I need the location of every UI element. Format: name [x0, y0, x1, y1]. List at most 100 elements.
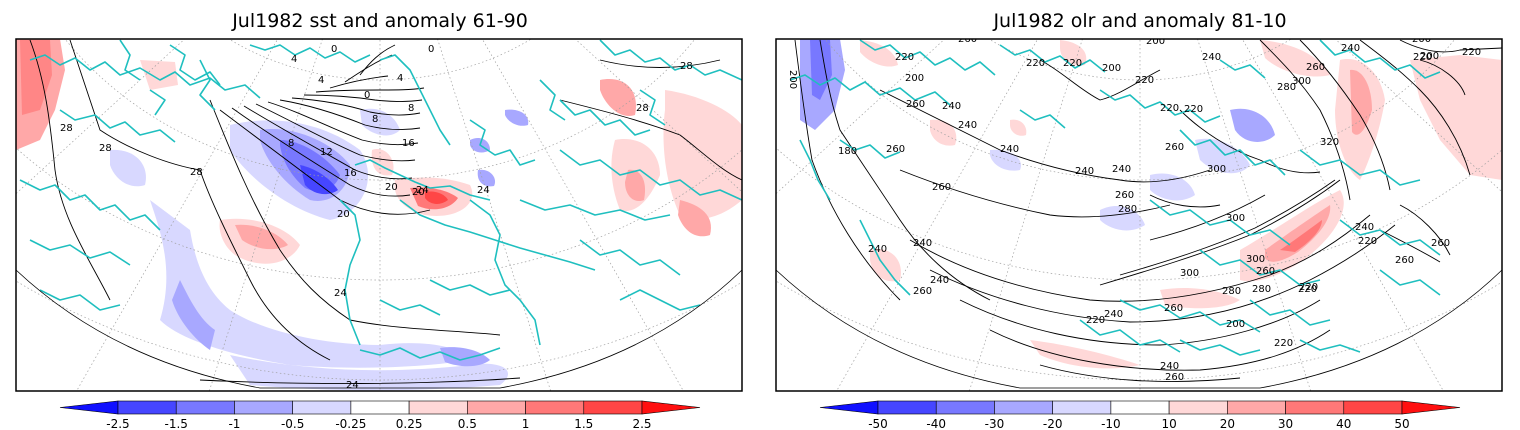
olr-contours — [794, 39, 1502, 382]
colorbar-tick-label: 0.25 — [396, 417, 423, 430]
contour-label: 8 — [372, 114, 378, 125]
contour-label: 320 — [1320, 137, 1339, 148]
contour-label: 20 — [412, 187, 425, 198]
contour-label: 220 — [1274, 338, 1293, 349]
colorbar-tick-label: -2.5 — [106, 417, 129, 430]
contour-label: 0 — [364, 90, 370, 101]
contour-label: 260 — [932, 182, 951, 193]
colorbar-segment — [1168, 400, 1228, 415]
colorbar-segment — [175, 400, 235, 415]
contour-label: 260 — [1395, 255, 1414, 266]
sst-panel-title: Jul1982 sst and anomaly 61-90 — [231, 10, 528, 32]
sst-colorbar: -2.5 -1.5 -1 -0.5 -0.25 0.25 0.5 1 1.5 2.5 — [59, 400, 701, 430]
colorbar-segment — [1285, 400, 1345, 415]
colorbar-tick-label: 40 — [1336, 417, 1351, 430]
olr-frame — [775, 38, 1503, 392]
contour-label: 16 — [402, 138, 415, 149]
olr-coastlines — [789, 39, 1441, 356]
contour-label: 220 — [1160, 103, 1179, 114]
contour-label: 4 — [318, 75, 324, 86]
contour-label: 240 — [1341, 43, 1360, 54]
colorbar-segment — [525, 400, 585, 415]
contour-label: 24 — [334, 288, 347, 299]
contour-label: 260 — [913, 286, 932, 297]
contour-label: 240 — [868, 244, 887, 255]
contour-label: 200 — [1412, 34, 1431, 45]
contour-label: 20 — [337, 209, 350, 220]
contour-label: 28 — [99, 143, 112, 154]
contour-label: 240 — [1104, 309, 1123, 320]
sst-contours — [29, 39, 742, 384]
contour-label: 28 — [190, 167, 203, 178]
contour-label: 240 — [1075, 166, 1094, 177]
contour-label: 220 — [1298, 284, 1317, 295]
contour-label: 24 — [477, 185, 490, 196]
colorbar-segment — [1227, 400, 1286, 415]
contour-label: 260 — [886, 144, 905, 155]
contour-label: 240 — [1160, 361, 1179, 372]
contour-label: 300 — [1180, 268, 1199, 279]
colorbar-tick-label: -0.5 — [281, 417, 304, 430]
contour-label: 260 — [1165, 372, 1184, 383]
contour-label: 260 — [958, 34, 977, 45]
contour-label: 240 — [1112, 164, 1131, 175]
colorbar-tick-label: -1 — [228, 417, 240, 430]
contour-label: 24 — [416, 185, 429, 196]
contour-label: 200 — [1420, 51, 1439, 62]
contour-label: 220 — [1358, 236, 1377, 247]
contour-label: 28 — [636, 103, 649, 114]
colorbar-tick-label: 2.5 — [632, 417, 651, 430]
contour-label: 24 — [346, 380, 359, 391]
olr-hemisphere-edge — [776, 269, 1502, 389]
contour-label: 28 — [60, 123, 73, 134]
contour-label: 260 — [906, 99, 925, 110]
contour-label: 280 — [1277, 82, 1296, 93]
olr-colorbar: -50 -40 -30 -20 -10 10 20 30 40 50 — [819, 400, 1461, 430]
contour-label: 8 — [288, 138, 294, 149]
olr-contour-labels: 220 200 260 260 240 220 200 220 220 200 … — [787, 34, 1481, 383]
colorbar-segment — [1110, 400, 1170, 415]
colorbar-segment — [408, 400, 468, 415]
colorbar-tick-label: 30 — [1278, 417, 1293, 430]
contour-label: 240 — [942, 101, 961, 112]
contour-label: 0 — [428, 44, 434, 55]
olr-panel-title: Jul1982 olr and anomaly 81-10 — [992, 10, 1286, 32]
colorbar-tick-label: 1 — [522, 417, 530, 430]
olr-map: 220 200 260 260 240 220 200 220 220 200 … — [776, 34, 1502, 391]
colorbar-segment — [59, 400, 119, 415]
contour-label: 300 — [1207, 164, 1226, 175]
contour-label: 300 — [1226, 213, 1245, 224]
contour-label: 220 — [1462, 47, 1481, 58]
colorbar-segment — [292, 400, 352, 415]
colorbar-segment — [467, 400, 526, 415]
contour-label: 200 — [1102, 63, 1121, 74]
contour-label: 240 — [1355, 222, 1374, 233]
colorbar-segment — [234, 400, 293, 415]
colorbar-segment — [583, 400, 643, 415]
contour-label: 220 — [1413, 52, 1432, 63]
colorbar-segment — [877, 400, 937, 415]
contour-label: 240 — [913, 238, 932, 249]
contour-label: 260 — [1306, 62, 1325, 73]
contour-label: 220 — [1184, 104, 1203, 115]
olr-anomaly-shading — [800, 39, 1502, 369]
colorbar-tick-label: -20 — [1043, 417, 1063, 430]
contour-label: 220 — [1026, 58, 1045, 69]
sst-frame — [15, 38, 743, 392]
contour-label: 240 — [1202, 52, 1221, 63]
colorbar-tick-label: -30 — [985, 417, 1005, 430]
colorbar-tick-label: 50 — [1394, 417, 1409, 430]
sst-map: 28 28 28 28 28 24 24 24 20 20 20 16 16 1… — [16, 39, 742, 391]
contour-label: 16 — [344, 168, 357, 179]
contour-label: 240 — [1000, 144, 1019, 155]
contour-label: 260 — [1431, 238, 1450, 249]
colorbar-segment — [117, 400, 177, 415]
colorbar-tick-label: -10 — [1101, 417, 1121, 430]
contour-label: 4 — [291, 54, 297, 65]
colorbar-tick-label: -1.5 — [165, 417, 188, 430]
colorbar-tick-label: 20 — [1220, 417, 1235, 430]
colorbar-segment — [994, 400, 1053, 415]
sst-graticule — [16, 39, 742, 391]
colorbar-segment — [1052, 400, 1112, 415]
